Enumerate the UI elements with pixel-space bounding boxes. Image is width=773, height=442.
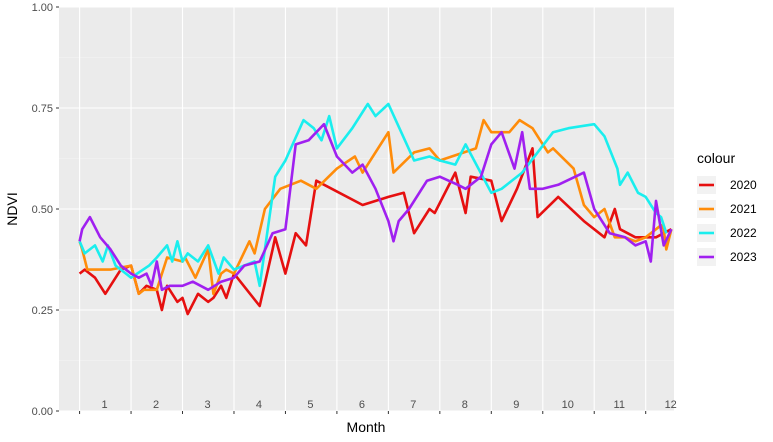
x-tick-label: 2 <box>153 399 159 411</box>
x-tick-label: 4 <box>256 399 262 411</box>
x-tick-label: 10 <box>562 399 574 411</box>
x-tick-label: 5 <box>307 399 313 411</box>
series-line-2020 <box>78 147 672 316</box>
y-tick-label: 0.75 <box>32 103 53 115</box>
x-tick-label: 1 <box>102 399 108 411</box>
y-tick-label: 1.00 <box>32 2 53 14</box>
legend-label-2022: 2022 <box>730 226 757 240</box>
x-tick-label: 7 <box>410 399 416 411</box>
y-tick-label: 0.25 <box>32 305 53 317</box>
y-tick-label: 0.00 <box>32 406 53 418</box>
legend-label-2023: 2023 <box>730 250 757 264</box>
grid-major <box>59 6 674 412</box>
y-axis-title: NDVI <box>4 192 20 225</box>
x-tick-label: 11 <box>614 399 625 411</box>
x-tick-label: 6 <box>359 399 365 411</box>
x-tick-label: 9 <box>513 399 519 411</box>
x-axis-title: Month <box>347 419 386 435</box>
legend: colour 2020 2021 2022 2023 <box>697 150 757 266</box>
x-tick-label: 8 <box>462 399 468 411</box>
series-line-2022 <box>78 102 668 288</box>
series-line-2023 <box>78 122 673 292</box>
y-axis: 0.00 0.25 0.50 0.75 1.00 <box>32 2 59 418</box>
y-tick-label: 0.50 <box>32 204 53 216</box>
legend-items: 2020 2021 2022 2023 <box>697 176 757 266</box>
grid-minor <box>59 57 674 361</box>
x-tick-label: 3 <box>204 399 210 411</box>
legend-title: colour <box>697 150 735 166</box>
series-layer <box>78 102 673 316</box>
legend-label-2020: 2020 <box>730 178 757 192</box>
legend-label-2021: 2021 <box>730 202 757 216</box>
x-tick-label: 12 <box>665 399 677 411</box>
x-axis: 1 2 3 4 5 6 7 8 9 10 11 12 <box>79 399 677 414</box>
